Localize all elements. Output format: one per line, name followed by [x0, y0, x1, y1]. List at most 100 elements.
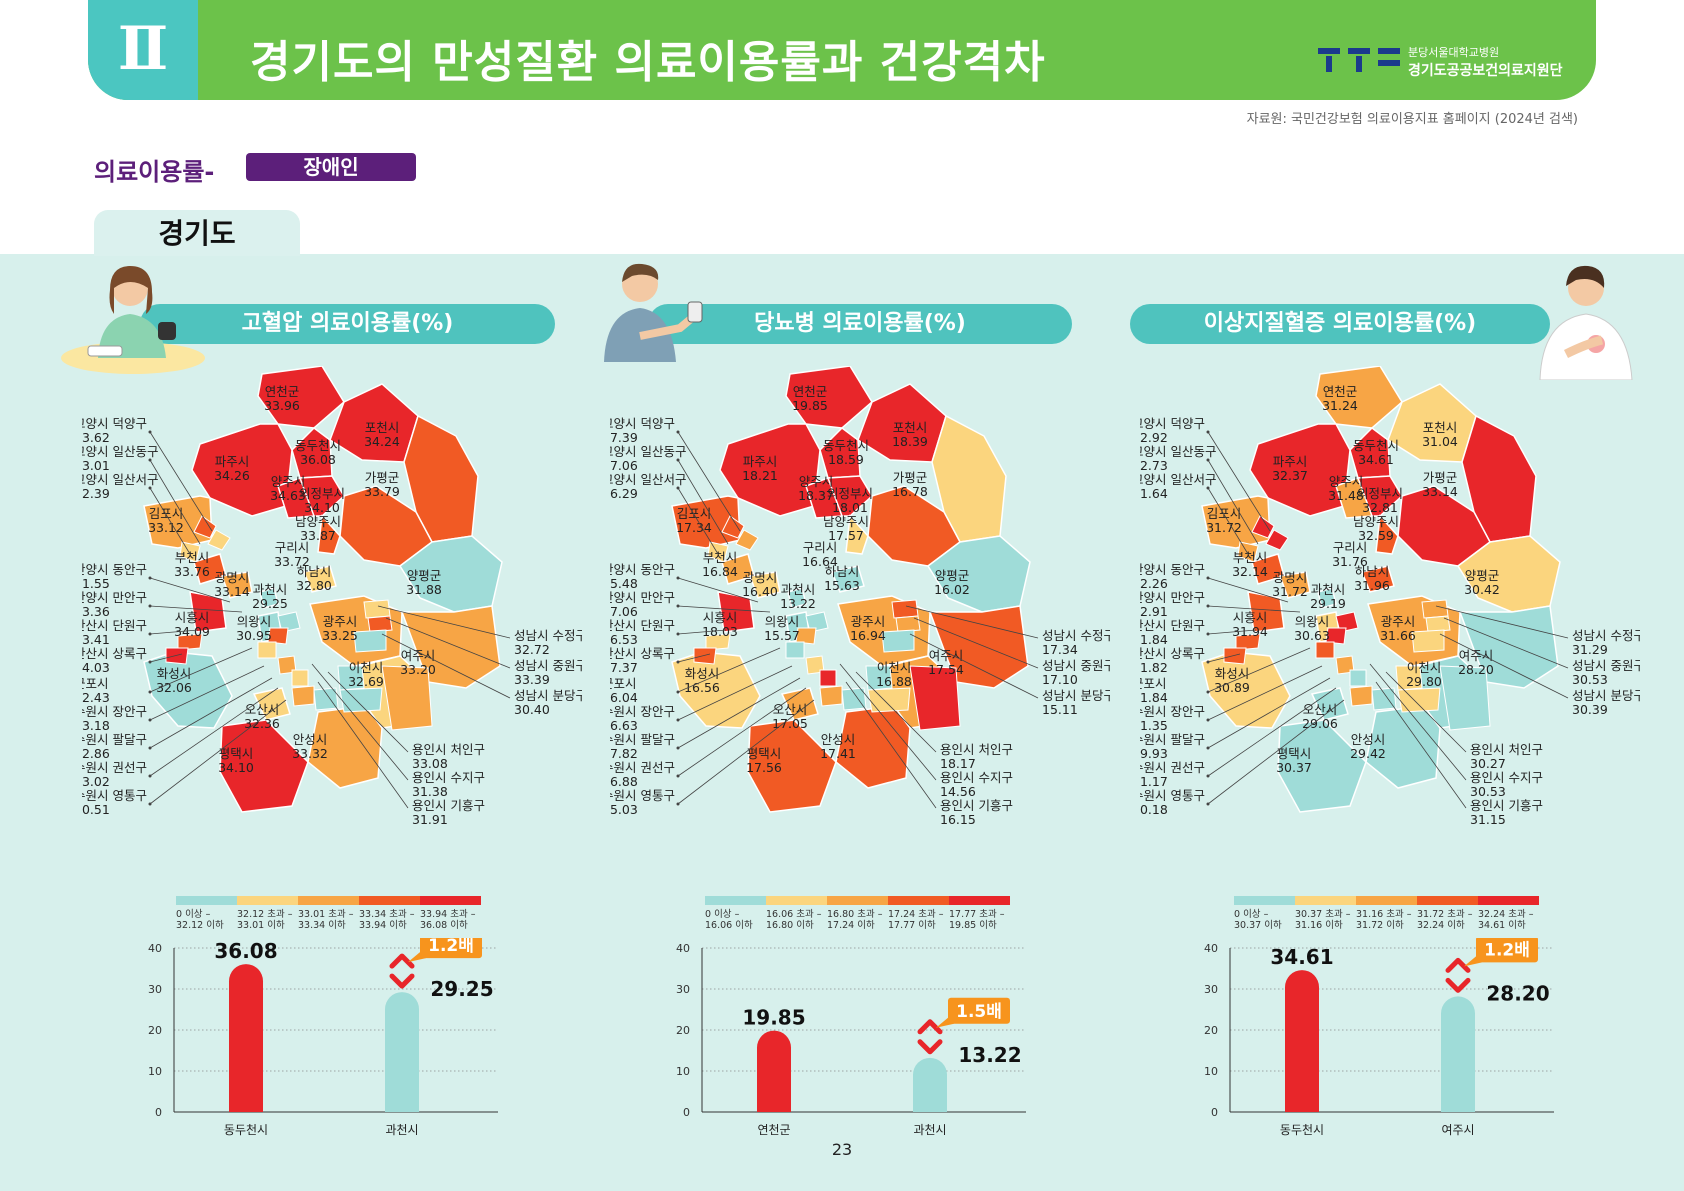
leader-line	[149, 431, 213, 532]
subregion-용인시 기흥구	[339, 687, 383, 713]
region-양평군	[398, 535, 503, 613]
left-label-안양시 만안구: 안양시 만안구33.36	[82, 590, 147, 619]
legend-swatch	[1234, 896, 1295, 905]
leader-dot	[148, 576, 152, 580]
leader-line	[905, 605, 1039, 639]
map-label-광명시: 광명시 16.40	[742, 570, 778, 599]
subregion-고양시 덕양구	[193, 515, 217, 539]
leader-line	[1207, 677, 1331, 749]
panel-title-dyslipidemia: 이상지질혈증 의료이용률(%)	[1130, 304, 1550, 344]
region-광명시	[1278, 571, 1311, 599]
subregion-안산시 단원구	[177, 633, 203, 651]
right-label-성남시 중원구: 성남시 중원구 17.10	[1042, 658, 1110, 687]
leader-dot	[676, 430, 680, 434]
map-label-구리시: 구리시 31.76	[1332, 540, 1368, 569]
leader-dot	[676, 774, 680, 778]
bottom-label-용인시 수지구: 용인시 수지구 31.38	[412, 770, 485, 799]
leader-line	[149, 665, 265, 721]
left-label-수원시 영통구: 수원시 영통구15.03	[610, 788, 675, 817]
leader-dot	[148, 690, 152, 694]
subregion-성남시 수정구	[1421, 599, 1449, 619]
leader-line	[377, 605, 511, 639]
leader-dot	[676, 632, 680, 636]
leader-line	[381, 633, 511, 699]
region-의정부시	[298, 475, 345, 517]
map-label-과천시: 과천시 29.19	[1310, 582, 1346, 611]
map-label-광명시: 광명시 33.14	[214, 570, 250, 599]
map-label-의왕시: 의왕시 15.57	[764, 614, 800, 643]
left-label-고양시 일산서구: 고양시 일산서구31.64	[1140, 472, 1216, 501]
legend-swatch	[359, 896, 420, 905]
legend-swatch	[766, 896, 827, 905]
subregion-군포시	[785, 641, 805, 659]
legend-swatch	[237, 896, 298, 905]
legend-labels: 0 이상 –30.37 이하 30.37 초과 –31.16 이하 31.16 초과…	[1234, 909, 1539, 931]
legend-color-bar	[176, 896, 481, 905]
ratio-badge	[420, 938, 482, 959]
map-label-양주시: 양주시 18.37	[798, 474, 834, 503]
leader-dot	[676, 604, 680, 608]
map-label-부천시: 부천시 33.76	[174, 550, 210, 579]
map-label-화성시: 화성시 30.89	[1214, 666, 1250, 695]
leader-line	[149, 629, 199, 635]
leader-dot	[1206, 660, 1210, 664]
subregion-안양시 만안구	[795, 627, 817, 645]
legend-swatch	[1356, 896, 1417, 905]
ratio-arrow-icon	[389, 953, 415, 989]
leader-line	[1369, 663, 1467, 781]
leader-dot	[1206, 746, 1210, 750]
leader-dot	[676, 690, 680, 694]
region-과천시	[1317, 587, 1337, 609]
leader-dot	[676, 576, 680, 580]
bottom-label-용인시 기흥구: 용인시 기흥구 16.15	[940, 798, 1013, 827]
legend-label: 0 이상 –16.06 이하	[705, 909, 753, 931]
left-label-군포시: 군포시16.04	[610, 676, 638, 705]
leader-line	[149, 577, 231, 603]
subregion-안양시 만안구	[267, 627, 289, 645]
legend-label: 16.80 초과 –17.24 이하	[827, 909, 883, 931]
map-label-김포시: 김포시 33.12	[148, 506, 184, 535]
leader-dot	[148, 604, 152, 608]
leader-line	[311, 663, 409, 781]
map-label-양주시: 양주시 31.48	[1328, 474, 1364, 503]
legend-swatch	[1295, 896, 1356, 905]
leader-line	[1375, 681, 1467, 809]
leader-line	[1207, 431, 1271, 532]
leader-dot	[676, 486, 680, 490]
region-구리시	[317, 514, 341, 555]
subregion-수원시 팔달구	[1349, 669, 1367, 687]
leader-dot	[148, 458, 152, 462]
map-label-과천시: 과천시 29.25	[252, 582, 288, 611]
map-label-구리시: 구리시 16.64	[802, 540, 838, 569]
leader-line	[845, 681, 937, 809]
map-label-동두천시: 동두천시 36.08	[295, 438, 341, 467]
legend-swatch	[705, 896, 766, 905]
map-label-부천시: 부천시 32.14	[1232, 550, 1268, 579]
org-name-2: 경기도공공보건의료지원단	[1408, 63, 1563, 79]
map-label-시흥시: 시흥시 34.09	[174, 610, 210, 639]
leader-line	[1435, 605, 1569, 639]
leader-dot	[1206, 632, 1210, 636]
subregion-성남시 분당구	[881, 629, 915, 653]
legend-label: 33.34 초과 –33.94 이하	[359, 909, 415, 931]
map-label-안성시: 안성시 33.32	[292, 732, 328, 761]
subregion-고양시 덕양구	[1251, 515, 1275, 539]
subregion-성남시 수정구	[363, 599, 391, 619]
leader-line	[317, 681, 409, 809]
legend-label: 32.24 초과 –34.61 이하	[1478, 909, 1534, 931]
left-label-안양시 동안구: 안양시 동안구15.48	[610, 562, 675, 591]
bar-low-value: 13.22	[958, 1043, 1021, 1067]
y-tick-label: 40	[676, 942, 690, 955]
subregion-고양시 덕양구	[721, 515, 745, 539]
map-label-화성시: 화성시 32.06	[156, 666, 192, 695]
leader-line	[1385, 671, 1467, 753]
bar-high-value: 19.85	[742, 1006, 805, 1030]
bar-high	[1285, 970, 1319, 1112]
region-양평군	[1456, 535, 1561, 613]
subregion-용인시 수지구	[1395, 665, 1423, 691]
subregion-수원시 권선구	[291, 685, 315, 707]
left-label-고양시 일산동구: 고양시 일산동구33.01	[82, 444, 158, 473]
leader-dot	[1206, 486, 1210, 490]
leader-line	[677, 487, 719, 555]
